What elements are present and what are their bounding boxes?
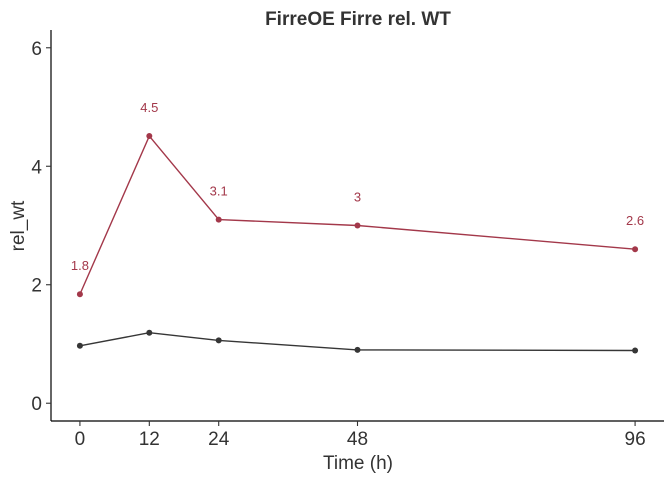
data-label: 4.5 <box>140 100 158 115</box>
data-point <box>632 347 639 354</box>
chart-title: FirreOE Firre rel. WT <box>265 9 451 30</box>
y-axis-ticks: 0 2 4 6 <box>31 39 51 415</box>
y-tick-label: 6 <box>31 39 42 60</box>
data-point <box>146 329 153 336</box>
series-layer: 1.8 4.5 3.1 3 2.6 <box>71 100 644 354</box>
data-point <box>146 133 153 140</box>
x-tick-label: 48 <box>347 429 368 450</box>
x-tick-label: 12 <box>139 429 160 450</box>
x-axis-title: Time (h) <box>323 453 393 474</box>
x-tick-label: 0 <box>75 429 86 450</box>
y-axis-title: rel_wt <box>8 200 29 251</box>
y-tick-label: 4 <box>31 157 42 178</box>
data-point <box>354 346 361 353</box>
data-point <box>215 337 222 344</box>
x-tick-label: 96 <box>625 429 646 450</box>
series-1: 1.8 4.5 3.1 3 2.6 <box>71 100 644 298</box>
series-2 <box>76 329 639 354</box>
x-tick-label: 24 <box>208 429 230 450</box>
data-point <box>76 342 83 349</box>
data-label: 3 <box>354 190 361 205</box>
data-label: 3.1 <box>210 184 228 199</box>
series-line <box>79 134 636 295</box>
data-point <box>354 222 361 229</box>
x-axis-ticks: 0 12 24 48 96 <box>75 421 646 450</box>
y-tick-label: 0 <box>31 394 42 415</box>
data-label: 2.6 <box>626 213 644 228</box>
y-tick-label: 2 <box>31 276 42 297</box>
data-label: 1.8 <box>71 258 89 273</box>
data-point <box>76 291 83 298</box>
data-point <box>215 216 222 223</box>
data-point <box>632 246 639 253</box>
